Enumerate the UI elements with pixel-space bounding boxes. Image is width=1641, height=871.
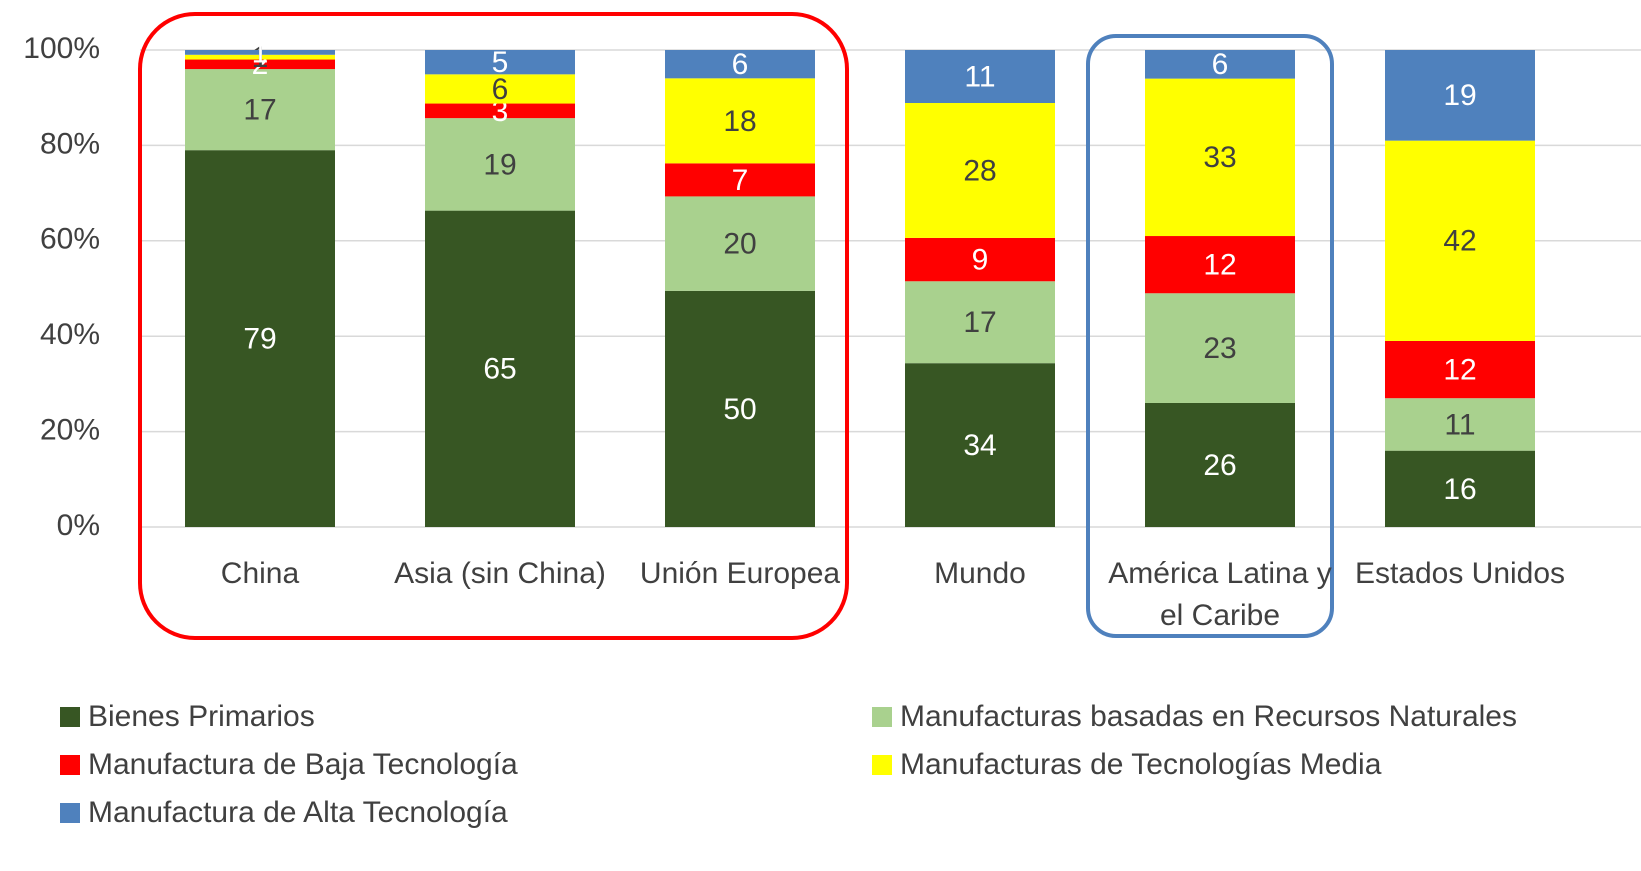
bar-segment — [425, 210, 575, 528]
x-tick-label: China — [221, 557, 300, 590]
bar-segment — [905, 363, 1055, 527]
data-label: 19 — [1443, 79, 1476, 112]
bar-segment — [1385, 398, 1535, 451]
legend-swatch — [872, 707, 892, 727]
x-tick-label: Unión Europea — [640, 557, 840, 590]
data-label: 11 — [1444, 408, 1475, 441]
legend-label: Manufactura de Baja Tecnología — [88, 748, 518, 781]
bar-segment — [665, 196, 815, 291]
bar-segment — [425, 118, 575, 211]
data-label: 20 — [723, 228, 756, 261]
bar-segment — [425, 74, 575, 104]
data-label: 5 — [492, 46, 509, 79]
data-label: 79 — [243, 323, 276, 356]
data-label: 6 — [492, 73, 509, 106]
data-label: 50 — [723, 393, 756, 426]
legend-swatch — [60, 803, 80, 823]
data-label: 17 — [963, 306, 996, 339]
bar-segment — [185, 150, 335, 528]
legend-swatch — [60, 707, 80, 727]
bar-segment — [1145, 402, 1295, 527]
bar-segment — [1145, 50, 1295, 79]
data-label: 18 — [723, 105, 756, 138]
data-label: 42 — [1443, 225, 1476, 258]
data-label: 9 — [972, 244, 989, 277]
bar-segment — [905, 103, 1055, 238]
legend-label: Manufacturas basadas en Recursos Natural… — [900, 700, 1517, 733]
data-label: 33 — [1203, 141, 1236, 174]
data-label: 6 — [732, 48, 749, 81]
x-tick-label: América Latina y el Caribe — [1108, 557, 1331, 632]
legend-label: Manufacturas de Tecnologías Media — [900, 748, 1382, 781]
bar-segment — [185, 69, 335, 151]
data-label: 12 — [1203, 249, 1236, 282]
bar-segment — [665, 290, 815, 527]
data-label: 26 — [1203, 449, 1236, 482]
x-tick-label: Estados Unidos — [1355, 557, 1565, 590]
data-label: 65 — [483, 353, 516, 386]
y-tick-label: 0% — [57, 509, 100, 542]
data-label: 6 — [1212, 48, 1229, 81]
bar-segment — [185, 59, 335, 70]
bar-segment — [1385, 450, 1535, 527]
data-label: 7 — [732, 164, 749, 197]
highlight-box-red — [138, 12, 849, 640]
data-label: 34 — [963, 429, 996, 462]
x-tick-label: Asia (sin China) — [394, 557, 606, 590]
bar-segment — [665, 163, 815, 197]
y-tick-label: 100% — [23, 32, 100, 65]
bar-segment — [905, 237, 1055, 282]
bar-segment — [185, 54, 335, 60]
bar-segment — [425, 103, 575, 119]
bar-segment — [665, 50, 815, 79]
legend-swatch — [60, 755, 80, 775]
data-label: 19 — [483, 148, 516, 181]
bar-segment — [1385, 50, 1535, 141]
data-label: 23 — [1203, 332, 1236, 365]
bar-segment — [1385, 140, 1535, 341]
y-tick-label: 80% — [40, 127, 100, 160]
legend-label: Bienes Primarios — [88, 700, 315, 733]
data-label: 12 — [1443, 354, 1476, 387]
data-label: 17 — [243, 94, 276, 127]
bar-segment — [1385, 340, 1535, 399]
data-label: 11 — [964, 60, 995, 93]
highlight-box-blue — [1086, 34, 1334, 638]
bar-segment — [185, 50, 335, 55]
bar-segment — [1145, 236, 1295, 294]
data-label: 16 — [1443, 473, 1476, 506]
legend-label: Manufactura de Alta Tecnología — [88, 796, 508, 829]
bar-segment — [1145, 293, 1295, 403]
data-label: 28 — [963, 154, 996, 187]
data-label: 1 — [252, 36, 269, 69]
bar-segment — [905, 50, 1055, 103]
bar-segment — [665, 78, 815, 164]
bar-segment — [1145, 78, 1295, 237]
x-tick-label: Mundo — [934, 557, 1026, 590]
bar-segment — [905, 281, 1055, 364]
y-tick-label: 20% — [40, 414, 100, 447]
y-tick-label: 60% — [40, 223, 100, 256]
legend-swatch — [872, 755, 892, 775]
bar-segment — [425, 50, 575, 75]
data-label: 1 — [252, 41, 269, 74]
y-tick-label: 40% — [40, 318, 100, 351]
